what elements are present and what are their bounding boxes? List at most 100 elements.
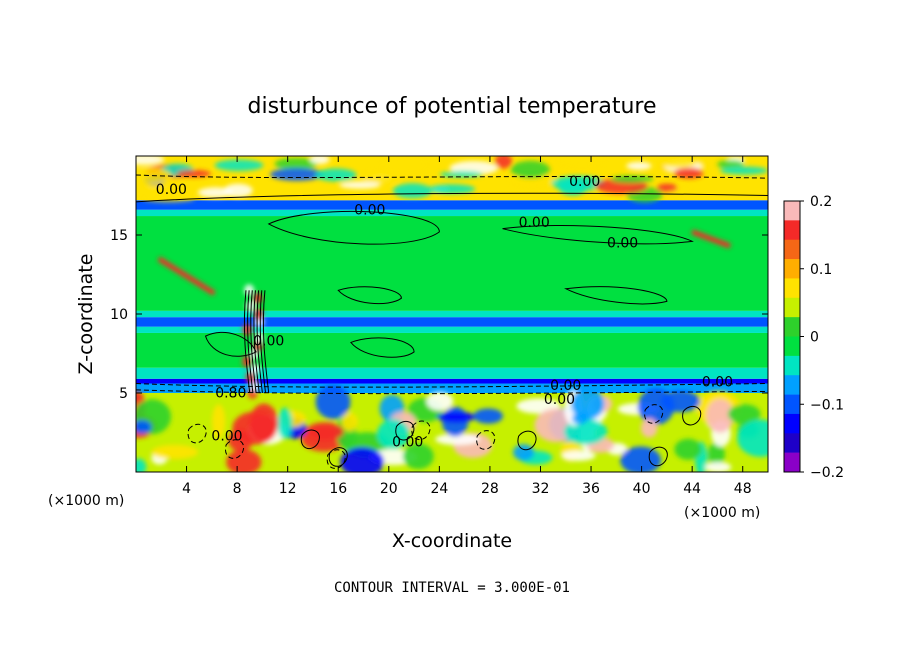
turbulence-blob bbox=[340, 447, 384, 472]
lower-contour bbox=[411, 420, 431, 441]
upper-layer-blob bbox=[610, 175, 654, 183]
x-tick-label: 40 bbox=[633, 481, 651, 497]
chart-title: disturbunce of potential temperature bbox=[248, 94, 657, 119]
contour-line-dashed bbox=[136, 383, 768, 388]
colorbar-swatch bbox=[784, 394, 800, 415]
turbulence-blob bbox=[704, 461, 732, 472]
x-tick-label: 20 bbox=[380, 481, 398, 497]
turbulence-blob bbox=[513, 444, 535, 461]
turbulence-blob bbox=[402, 443, 434, 470]
field-band-9 bbox=[136, 209, 768, 217]
colorbar-tick-label: 0.1 bbox=[810, 262, 832, 278]
lower-contour bbox=[224, 439, 245, 459]
upper-layer-blob bbox=[495, 156, 513, 169]
x-tick-label: 32 bbox=[532, 481, 550, 497]
contour-line bbox=[502, 225, 694, 245]
contour-label: 0.00 bbox=[392, 435, 423, 451]
plume-contour bbox=[256, 290, 263, 394]
contour-line bbox=[337, 286, 402, 305]
turbulence-blob bbox=[473, 408, 503, 424]
turbulence-blob bbox=[572, 412, 588, 425]
contour-line bbox=[350, 337, 415, 358]
y-axis-unit-label: (×1000 m) bbox=[684, 505, 760, 521]
y-axis-label: Z-coordinate bbox=[75, 254, 97, 375]
y-tick-label: 5 bbox=[119, 386, 128, 402]
upper-layer-blob bbox=[309, 156, 330, 165]
x-tick-label: 28 bbox=[481, 481, 499, 497]
turbulence-blob bbox=[620, 446, 662, 472]
colorbar-tick-label: 0.2 bbox=[810, 194, 832, 210]
turbulence-blob bbox=[436, 411, 476, 423]
contour-label: 0.00 bbox=[519, 215, 550, 231]
x-tick-label: 24 bbox=[430, 481, 448, 497]
contour-line-dashed bbox=[136, 389, 768, 395]
turbulence-blob bbox=[305, 422, 344, 441]
upper-layer-blob bbox=[339, 181, 381, 189]
contour-line-dashed bbox=[136, 174, 768, 179]
colorbar-swatch bbox=[784, 220, 800, 241]
x-axis-unit-label: (×1000 m) bbox=[48, 493, 124, 509]
turbulence-blob bbox=[426, 391, 454, 411]
contour-label: 0.00 bbox=[569, 174, 600, 190]
turbulence-blob bbox=[277, 407, 293, 440]
plume-blob bbox=[250, 363, 261, 376]
field-band-10 bbox=[136, 200, 768, 210]
plume-blob bbox=[253, 308, 264, 320]
upper-layer-blob bbox=[176, 170, 211, 178]
turbulence-blob bbox=[637, 388, 675, 425]
contour-label: 0.00 bbox=[211, 428, 242, 444]
contour-lines bbox=[136, 174, 768, 469]
lower-contour bbox=[682, 405, 702, 426]
contour-line bbox=[267, 210, 440, 245]
field-features bbox=[136, 156, 768, 472]
plot-area: 0.000.000.000.000.000.000.000.000.800.00… bbox=[136, 156, 768, 472]
turbulence-blob bbox=[640, 418, 658, 438]
upper-layer-blob bbox=[658, 158, 697, 168]
contour-label: 0.00 bbox=[544, 392, 575, 408]
plume-contour bbox=[243, 290, 251, 394]
contour-label: 0.00 bbox=[607, 236, 638, 252]
turbulence-blob bbox=[226, 449, 262, 472]
turbulence-blob bbox=[232, 411, 277, 445]
contour-label: 0.00 bbox=[702, 375, 733, 391]
turbulence-blob bbox=[136, 458, 147, 472]
plume-blob bbox=[253, 331, 264, 344]
upper-layer-blob bbox=[560, 156, 604, 167]
upper-layer-blob bbox=[717, 160, 745, 169]
field-band-1 bbox=[136, 383, 768, 393]
x-tick-label: 4 bbox=[182, 481, 191, 497]
x-tick-label: 8 bbox=[233, 481, 242, 497]
colorbar-swatch bbox=[784, 375, 800, 395]
colorbar-swatch bbox=[784, 413, 800, 434]
turbulence-blob bbox=[706, 398, 734, 433]
turbulence-blob bbox=[435, 433, 480, 446]
x-tick-label: 44 bbox=[683, 481, 701, 497]
contour-line bbox=[204, 331, 257, 357]
lower-contour bbox=[187, 423, 207, 444]
upper-layer-blob bbox=[558, 179, 588, 196]
field-band-4 bbox=[136, 332, 768, 368]
lower-contour bbox=[326, 449, 346, 469]
colorbar-swatch bbox=[784, 259, 800, 279]
turbulence-blob bbox=[377, 419, 410, 450]
lower-contour bbox=[300, 429, 320, 450]
field-band-8 bbox=[136, 216, 768, 311]
turbulence-blob bbox=[561, 450, 596, 461]
x-tick-label: 12 bbox=[279, 481, 297, 497]
colorbar-swatch bbox=[784, 433, 800, 453]
hot-streak bbox=[157, 256, 216, 296]
x-axis: 4 8 12 16 20 24 28 32 36 40 44 48 bbox=[182, 156, 752, 497]
contour-interval-footer: CONTOUR INTERVAL = 3.000E-01 bbox=[334, 580, 570, 596]
colorbar-swatch bbox=[784, 278, 800, 299]
colorbar-swatch bbox=[784, 452, 800, 473]
lower-contour bbox=[328, 447, 348, 467]
colorbar-tick-label: −0.2 bbox=[810, 465, 844, 481]
colorbar-swatch bbox=[784, 317, 800, 337]
turbulence-blob bbox=[707, 442, 725, 466]
colorbar: 0.2 0.1 0 −0.1 −0.2 bbox=[783, 194, 844, 481]
colorbar-swatch bbox=[784, 201, 800, 221]
upper-layer-blob bbox=[428, 184, 476, 194]
y-tick-label: 15 bbox=[110, 228, 128, 244]
x-tick-label: 36 bbox=[582, 481, 600, 497]
